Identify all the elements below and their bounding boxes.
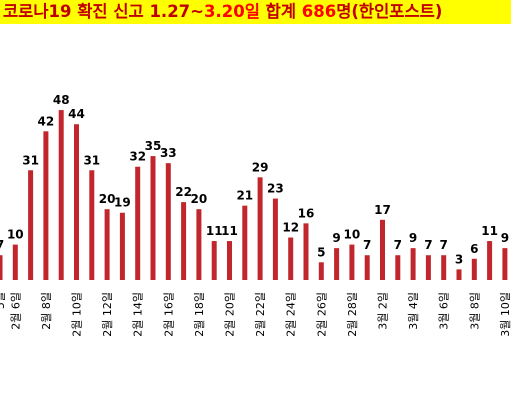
data-label-6: 44: [68, 107, 85, 121]
bar-11: [150, 156, 156, 280]
bar-15: [211, 241, 217, 280]
data-label-4: 42: [38, 114, 55, 128]
data-label-12: 33: [160, 146, 177, 160]
title-part-5: 명(한인포스트): [336, 2, 443, 21]
bar-21: [303, 223, 309, 280]
x-tick-label-11: 2월 26일: [314, 292, 328, 337]
data-label-34: 9: [501, 231, 509, 245]
data-label-23: 9: [332, 231, 340, 245]
bar-26: [380, 219, 385, 280]
bar-30: [441, 255, 447, 280]
bar-1: [0, 255, 3, 280]
bar-27: [395, 255, 401, 280]
data-label-32: 6: [470, 242, 478, 256]
bar-25: [364, 255, 370, 280]
x-tick-label-6: 2월 16일: [161, 292, 175, 337]
x-tick-label-8: 2월 20일: [223, 292, 237, 337]
data-label-15: 11: [206, 224, 223, 238]
data-label-20: 12: [282, 221, 299, 235]
data-label-26: 17: [374, 203, 391, 217]
data-label-17: 21: [236, 189, 253, 203]
data-label-25: 7: [363, 238, 371, 252]
data-label-19: 23: [267, 182, 284, 196]
bar-13: [181, 202, 187, 280]
bar-17: [242, 205, 248, 280]
data-label-5: 48: [53, 93, 70, 107]
bar-7: [89, 170, 95, 280]
x-tick-label-17: 3월 10일: [498, 292, 511, 337]
bar-33: [487, 241, 493, 280]
x-tick-label-12: 2월 28일: [345, 292, 359, 337]
bar-22: [318, 262, 324, 280]
bar-29: [425, 255, 431, 280]
title-part-4: 686: [301, 2, 337, 21]
data-label-7: 31: [83, 153, 100, 167]
bar-23: [334, 248, 340, 280]
data-label-22: 5: [317, 245, 325, 259]
x-tick-label-15: 3월 6일: [437, 292, 451, 330]
bar-19: [272, 198, 278, 280]
data-label-1: 7: [0, 238, 4, 252]
bar-chart: 7103142484431201932353322201111212923121…: [0, 93, 511, 337]
bar-12: [165, 163, 171, 280]
bar-9: [119, 212, 125, 280]
data-label-29: 7: [424, 238, 432, 252]
bar-10: [135, 166, 141, 280]
bar-3: [28, 170, 34, 280]
data-label-33: 11: [481, 224, 498, 238]
data-label-3: 31: [22, 153, 39, 167]
x-tick-label-13: 3월 2일: [376, 292, 390, 330]
x-tick-label-2: 2월 8일: [39, 292, 53, 330]
x-tick-label-4: 2월 12일: [100, 292, 114, 337]
x-tick-label-9: 2월 22일: [253, 292, 267, 337]
data-label-27: 7: [394, 238, 402, 252]
x-tick-label-5: 2월 14일: [131, 292, 145, 337]
x-tick-label-0: 5일: [0, 292, 7, 309]
data-label-18: 29: [252, 160, 269, 174]
bar-20: [288, 237, 294, 280]
data-label-2: 10: [7, 228, 24, 242]
bar-14: [196, 209, 202, 280]
bar-5: [58, 110, 64, 280]
data-label-31: 3: [455, 252, 463, 266]
x-tick-label-10: 2월 24일: [284, 292, 298, 337]
data-label-10: 32: [129, 150, 146, 164]
x-tick-label-1: 2월 6일: [8, 292, 22, 330]
bar-18: [257, 177, 263, 280]
bar-32: [471, 258, 477, 280]
bar-8: [104, 209, 110, 280]
data-label-21: 16: [298, 206, 315, 220]
chart-title: 코로나19 확진 신고 1.27~3.20일 합계 686명(한인포스트): [0, 0, 511, 24]
x-tick-label-16: 3월 8일: [467, 292, 481, 330]
title-part-1: 코로나19 확진 신고 1.27~: [3, 2, 204, 21]
data-label-24: 10: [344, 228, 361, 242]
title-part-3: 합계: [259, 2, 302, 21]
x-tick-label-3: 2월 10일: [70, 292, 84, 337]
bar-16: [227, 241, 232, 280]
data-label-30: 7: [440, 238, 448, 252]
x-tick-label-14: 3월 4일: [406, 292, 420, 330]
title-part-2: 3.20일: [204, 2, 260, 21]
data-label-16: 11: [221, 224, 238, 238]
bar-2: [12, 244, 18, 280]
data-label-28: 9: [409, 231, 417, 245]
data-label-14: 20: [191, 192, 208, 206]
data-label-9: 19: [114, 196, 131, 210]
data-label-13: 22: [175, 185, 192, 199]
bar-6: [74, 124, 79, 281]
bar-24: [349, 244, 355, 280]
bar-4: [43, 131, 49, 280]
bar-31: [456, 269, 462, 280]
bar-34: [502, 248, 508, 280]
bar-28: [410, 248, 416, 280]
data-label-8: 20: [99, 192, 116, 206]
x-tick-label-7: 2월 18일: [192, 292, 206, 337]
data-label-11: 35: [145, 139, 162, 153]
